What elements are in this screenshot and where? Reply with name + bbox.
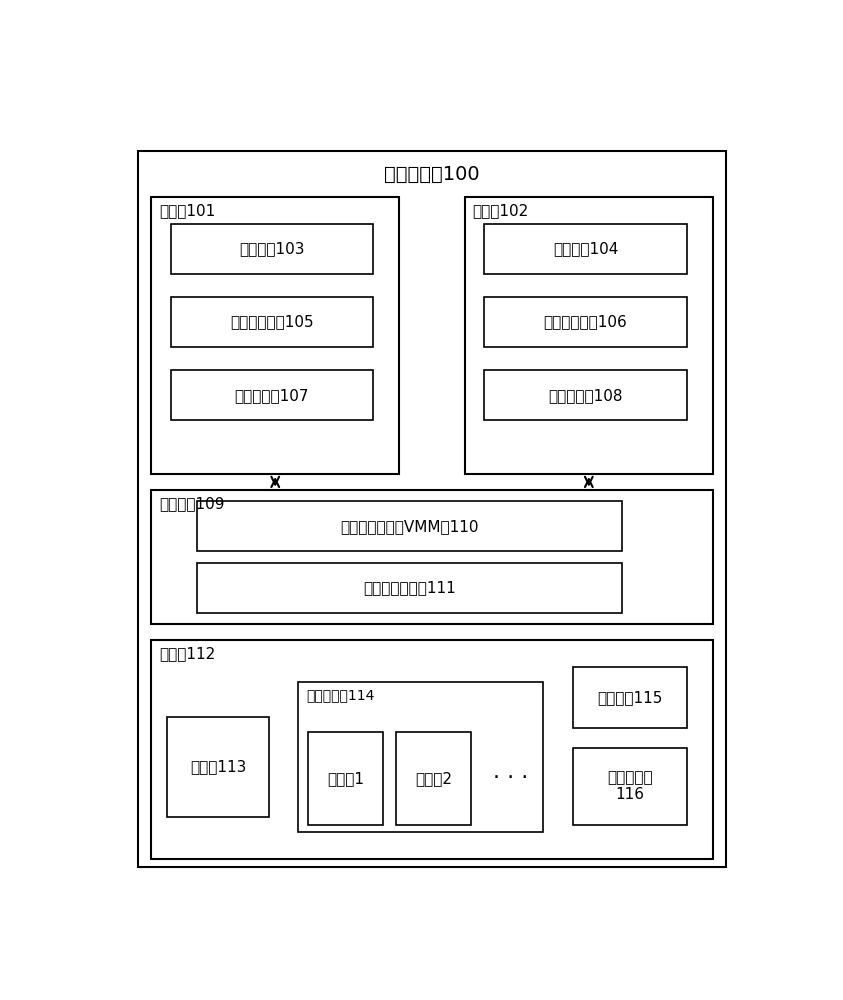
Text: 虚拟处理器108: 虚拟处理器108 xyxy=(548,388,623,403)
FancyBboxPatch shape xyxy=(197,501,621,551)
Text: · · ·: · · · xyxy=(493,768,528,788)
Text: 虚拟机102: 虚拟机102 xyxy=(473,203,529,218)
Text: 计算机设备100: 计算机设备100 xyxy=(384,165,480,184)
Text: 宿主机操作系统111: 宿主机操作系统111 xyxy=(362,580,455,595)
FancyBboxPatch shape xyxy=(572,748,687,825)
FancyBboxPatch shape xyxy=(197,563,621,613)
Text: 虚拟机监视器（VMM）110: 虚拟机监视器（VMM）110 xyxy=(340,519,479,534)
FancyBboxPatch shape xyxy=(572,667,687,728)
FancyBboxPatch shape xyxy=(484,224,687,274)
FancyBboxPatch shape xyxy=(484,370,687,420)
Text: 硬件层112: 硬件层112 xyxy=(159,646,215,661)
Text: 宿主机层109: 宿主机层109 xyxy=(159,496,224,511)
FancyBboxPatch shape xyxy=(170,224,373,274)
Text: 处理器2: 处理器2 xyxy=(415,771,452,786)
FancyBboxPatch shape xyxy=(138,151,726,867)
Text: 通信接口115: 通信接口115 xyxy=(597,690,663,705)
FancyBboxPatch shape xyxy=(168,717,269,817)
FancyBboxPatch shape xyxy=(464,197,713,474)
Text: 应用程序104: 应用程序104 xyxy=(553,241,618,256)
Text: 虚拟机101: 虚拟机101 xyxy=(159,203,215,218)
FancyBboxPatch shape xyxy=(484,297,687,347)
FancyBboxPatch shape xyxy=(308,732,383,825)
FancyBboxPatch shape xyxy=(298,682,543,832)
Text: 中断控制器
116: 中断控制器 116 xyxy=(607,770,652,802)
FancyBboxPatch shape xyxy=(151,197,400,474)
FancyBboxPatch shape xyxy=(396,732,471,825)
FancyBboxPatch shape xyxy=(151,490,713,624)
FancyBboxPatch shape xyxy=(170,370,373,420)
FancyBboxPatch shape xyxy=(151,640,713,859)
FancyBboxPatch shape xyxy=(170,297,373,347)
Text: 客户操作系统105: 客户操作系统105 xyxy=(230,315,314,330)
Text: 存储器113: 存储器113 xyxy=(190,759,246,774)
Text: 虚拟处理器107: 虚拟处理器107 xyxy=(234,388,309,403)
Text: 处理器系统114: 处理器系统114 xyxy=(306,688,374,702)
Text: 处理器1: 处理器1 xyxy=(327,771,364,786)
Text: 客户操作系统106: 客户操作系统106 xyxy=(544,315,627,330)
Text: 应用程序103: 应用程序103 xyxy=(239,241,304,256)
